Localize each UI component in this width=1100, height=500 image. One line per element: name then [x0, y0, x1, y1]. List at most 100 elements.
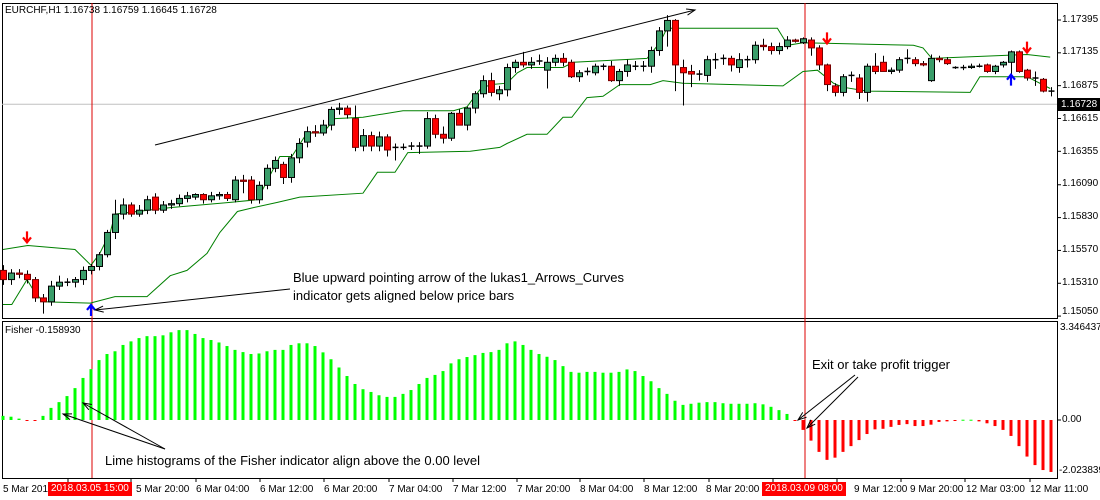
fisher-bar-negative	[921, 420, 925, 427]
fisher-bar-positive	[89, 369, 93, 420]
annotation-pointer-exit-1	[797, 374, 856, 421]
fisher-bar-negative	[1009, 420, 1013, 436]
fisher-bar-positive	[649, 381, 653, 420]
fisher-bar-positive	[265, 351, 269, 420]
time-label: 8 Mar 20:00	[706, 484, 760, 495]
bullish-candle	[72, 279, 79, 283]
bullish-candle	[376, 136, 383, 147]
fisher-bar-positive	[417, 383, 421, 420]
fisher-bar-positive	[665, 393, 669, 420]
sell-arrow-down-icon	[22, 231, 32, 245]
time-label: 7 Mar 04:00	[389, 484, 443, 495]
fisher-bar-positive	[9, 416, 13, 420]
time-label: 9 Mar 20:00	[910, 484, 964, 495]
fisher-bar-negative	[1025, 420, 1029, 457]
bearish-candle	[912, 59, 919, 65]
bearish-candle	[384, 136, 391, 151]
bullish-candle	[120, 204, 127, 215]
bearish-candle	[440, 133, 447, 139]
bearish-candle	[0, 269, 7, 281]
fisher-bar-positive	[345, 376, 349, 420]
fisher-bar-positive	[497, 349, 501, 420]
time-label: 12 Mar 03:00	[966, 484, 1025, 495]
bullish-candle	[264, 167, 271, 186]
bearish-candle	[792, 39, 799, 42]
chart-title: EURCHF,H1 1.16738 1.16759 1.16645 1.1672…	[5, 5, 217, 16]
fisher-bar-positive	[457, 359, 461, 420]
fisher-bar-negative	[993, 420, 997, 427]
bullish-candle	[160, 204, 167, 211]
fisher-bar-negative	[1041, 420, 1045, 471]
bullish-candle	[888, 69, 895, 72]
bullish-candle	[304, 131, 311, 143]
fisher-bar-positive	[321, 352, 325, 420]
bearish-candle	[432, 118, 439, 135]
bullish-candle	[144, 199, 151, 211]
fisher-bar-positive	[673, 400, 677, 420]
annotation-lime-histograms: Lime histograms of the Fisher indicator …	[105, 453, 481, 468]
bullish-candle	[176, 197, 183, 205]
arrowhead-icon	[61, 413, 73, 421]
time-label: 12 Mar 11:00	[1030, 484, 1089, 495]
bearish-candle	[984, 64, 991, 72]
time-label: 5 Mar 20:00	[136, 484, 190, 495]
fisher-indicator-panel[interactable]	[2, 321, 1058, 479]
fisher-bar-negative	[929, 420, 933, 425]
fisher-bar-negative	[1049, 420, 1053, 472]
fisher-bar-positive	[113, 351, 117, 420]
bullish-candle	[664, 19, 671, 32]
fisher-bar-positive	[169, 332, 173, 420]
fisher-bar-positive	[761, 404, 765, 420]
bearish-candle	[224, 194, 231, 199]
bearish-candle	[456, 112, 463, 126]
fisher-bar-positive	[41, 415, 45, 420]
current-price-badge: 1.16728	[1058, 98, 1100, 111]
bullish-candle	[512, 61, 519, 69]
bearish-candle	[880, 61, 887, 72]
annotation-blue-arrow-line1: Blue upward pointing arrow of the lukas1…	[293, 270, 624, 285]
time-label: 6 Mar 04:00	[196, 484, 250, 495]
bullish-candle	[752, 44, 759, 61]
fisher-bar-positive	[225, 346, 229, 420]
fisher-bar-positive	[361, 389, 365, 420]
fisher-bar-positive	[657, 388, 661, 420]
bullish-candle	[104, 231, 111, 256]
fisher-bar-positive	[193, 333, 197, 420]
bullish-candle	[896, 59, 903, 71]
price-chart-panel[interactable]	[2, 3, 1058, 319]
fisher-bar-positive	[625, 369, 629, 420]
time-label: 9 Mar 12:00	[854, 484, 908, 495]
fisher-bar-positive	[969, 419, 973, 421]
fisher-bar-positive	[481, 352, 485, 420]
bearish-candle	[936, 57, 943, 61]
fisher-bar-positive	[769, 406, 773, 420]
fisher-bar-negative	[817, 420, 821, 452]
buy-arrow-up-icon	[86, 303, 96, 316]
bullish-candle	[736, 59, 743, 69]
bearish-candle	[920, 63, 927, 66]
bullish-candle	[544, 61, 551, 71]
bearish-candle	[520, 61, 527, 66]
arrowhead-icon	[685, 8, 697, 16]
arrowhead-icon	[796, 412, 807, 421]
bearish-candle	[24, 273, 31, 281]
fisher-bar-positive	[57, 402, 61, 420]
bullish-candle	[232, 179, 239, 201]
fisher-bar-positive	[729, 403, 733, 420]
fisher-bar-positive	[153, 336, 157, 420]
fisher-bar-positive	[521, 344, 525, 420]
bullish-candle	[336, 107, 343, 110]
bullish-candle	[592, 65, 599, 74]
fisher-bar-positive	[409, 390, 413, 420]
fisher-bar-positive	[401, 393, 405, 420]
fisher-bar-negative	[985, 420, 989, 424]
bullish-candle	[800, 38, 807, 44]
bullish-candle	[552, 57, 559, 63]
fisher-bar-positive	[529, 349, 533, 420]
fisher-label: Fisher -0.158930	[5, 325, 81, 336]
fisher-bar-positive	[617, 371, 621, 420]
bearish-candle	[816, 47, 823, 66]
bullish-candle	[504, 67, 511, 91]
